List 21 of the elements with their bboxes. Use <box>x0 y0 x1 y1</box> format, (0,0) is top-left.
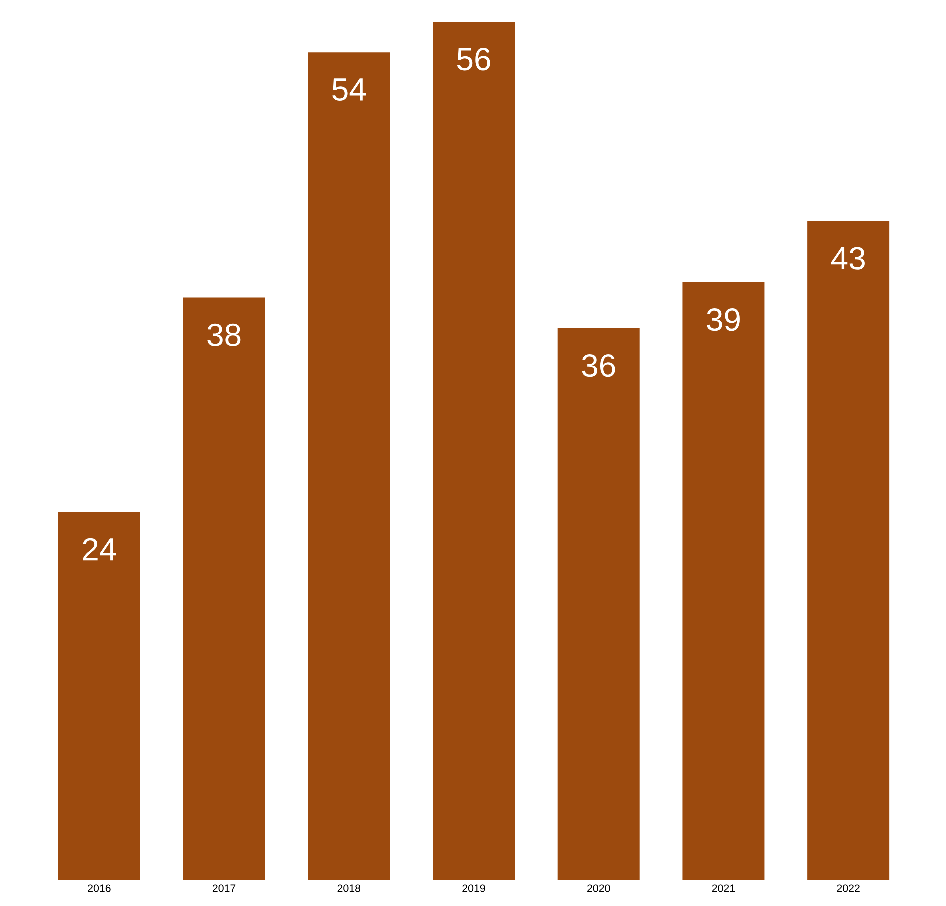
data-label: 56 <box>457 48 490 71</box>
data-label: 43 <box>832 247 865 270</box>
x-tick-label: 2017 <box>212 884 236 892</box>
data-label: 38 <box>208 324 241 346</box>
data-label: 39 <box>707 308 740 332</box>
data-label: 54 <box>332 78 366 102</box>
data-label: 36 <box>582 354 616 378</box>
bar <box>433 22 515 880</box>
x-tick-label: 2021 <box>712 884 736 892</box>
x-tick-label: 2018 <box>338 884 361 892</box>
bar <box>558 328 640 880</box>
data-label: 24 <box>83 538 116 561</box>
bar <box>808 221 890 880</box>
bar <box>183 298 266 880</box>
x-tick-label: 2020 <box>588 884 610 892</box>
x-tick-label: 2022 <box>837 884 860 892</box>
bar <box>58 512 140 880</box>
bar <box>308 52 390 880</box>
bar <box>682 282 765 880</box>
x-tick-label: 2016 <box>88 884 111 892</box>
x-tick-label: 2019 <box>462 884 486 892</box>
